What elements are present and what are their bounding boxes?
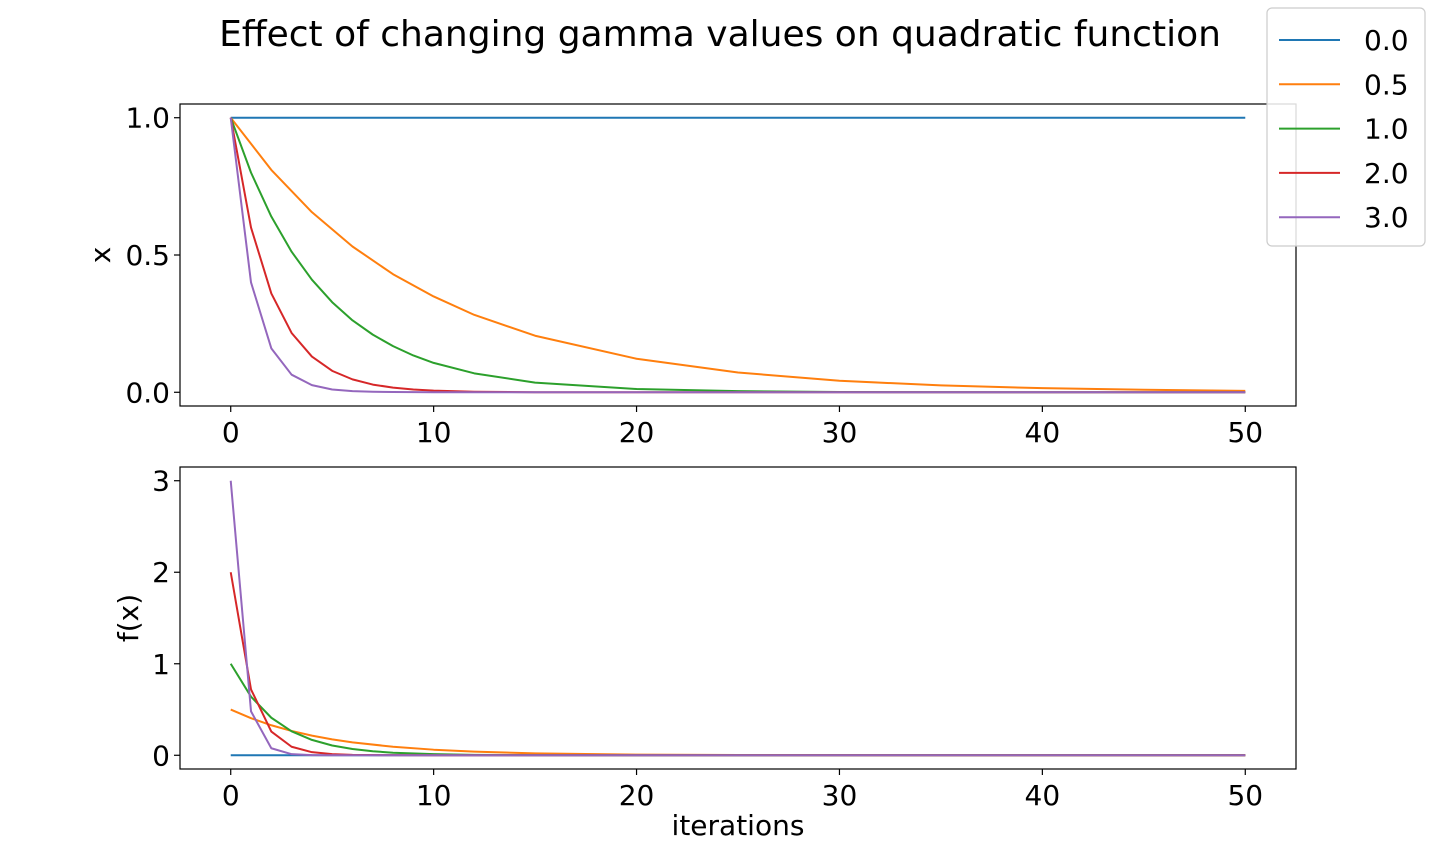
series-line-gamma-3.0 [229,117,1246,394]
y-tick-label: 1 [152,648,170,681]
y-tick-label: 1.0 [125,102,170,135]
y-tick-label: 2 [152,556,170,589]
legend-label: 1.0 [1364,113,1409,146]
x-tick-label: 20 [619,779,655,812]
series-line-gamma-0.5 [229,117,1246,392]
x-tick-label: 10 [416,416,452,449]
legend-item-gamma-1.0: 1.0 [1279,113,1409,146]
x-axis-label: iterations [672,809,805,842]
y-tick-label: 0.5 [125,239,170,272]
y-tick-label: 0 [152,739,170,772]
legend: 0.0 0.5 1.0 2.0 3.0 [1266,7,1426,247]
x-tick-label: 0 [222,779,240,812]
legend-box [1266,7,1426,247]
legend-item-gamma-2.0: 2.0 [1279,157,1409,190]
legend-label: 2.0 [1364,157,1409,190]
legend-item-gamma-0.5: 0.5 [1279,68,1409,101]
x-panel: 0 10 20 30 40 50 0.0 0.5 1.0 x [84,102,1297,449]
series-line-gamma-1.0 [229,117,1246,394]
series-line-gamma-0.5 [230,708,1246,757]
legend-item-gamma-0.0: 0.0 [1279,24,1409,57]
y-axis-label: x [84,247,117,264]
fx-panel: 0 10 20 30 40 50 0 1 2 3 f(x) iterations [112,465,1297,842]
y-tick-label: 0.0 [125,376,170,409]
series-line-gamma-2.0 [229,117,1246,394]
series-line-gamma-3.0 [229,480,1246,757]
x-tick-label: 50 [1227,416,1263,449]
axes-layer: 0 10 20 30 40 50 0.0 0.5 1.0 x 0 10 20 30 40 50 0 1 2 3 f(x)… [84,102,1297,842]
series-line-gamma-1.0 [229,663,1246,757]
legend-label: 3.0 [1364,201,1409,234]
x-tick-label: 40 [1025,779,1061,812]
x-tick-label: 40 [1025,416,1061,449]
y-axis-label: f(x) [112,594,145,642]
axes-frame [179,103,1297,407]
legend-label: 0.5 [1364,68,1409,101]
x-tick-label: 0 [222,416,240,449]
legend-label: 0.0 [1364,24,1409,57]
x-tick-label: 20 [619,416,655,449]
y-tick-label: 3 [152,465,170,498]
series-line-gamma-2.0 [229,572,1246,757]
x-tick-label: 30 [822,416,858,449]
figure-title: Effect of changing gamma values on quadr… [219,14,1221,55]
x-tick-label: 50 [1227,779,1263,812]
legend-item-gamma-3.0: 3.0 [1279,201,1409,234]
axes-frame [179,466,1297,770]
x-tick-label: 30 [822,779,858,812]
x-tick-label: 10 [416,779,452,812]
